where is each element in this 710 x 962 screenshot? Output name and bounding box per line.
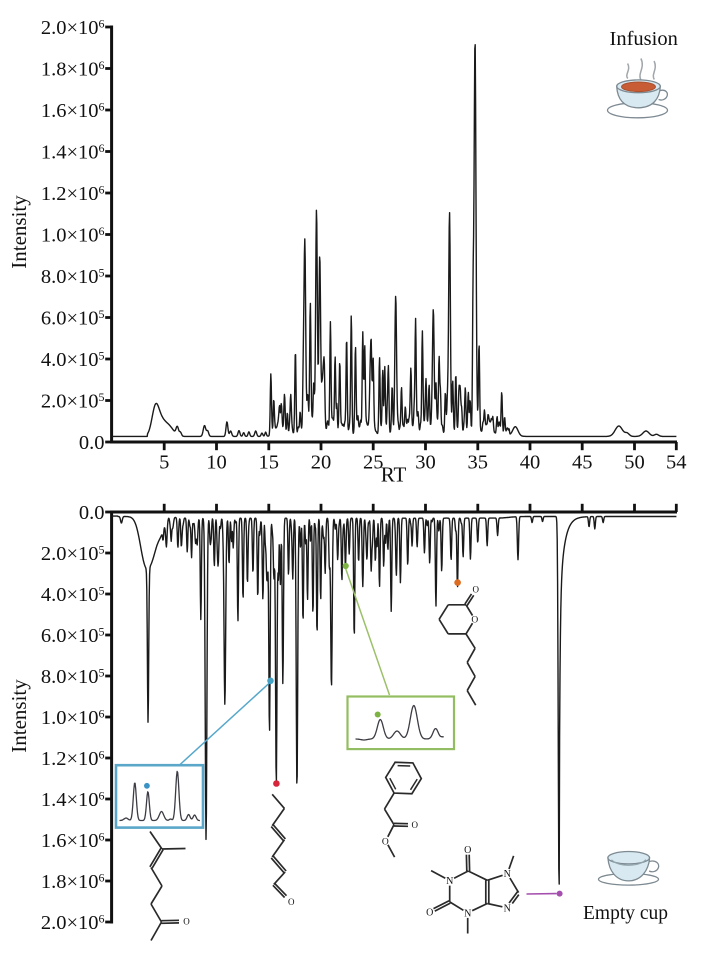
svg-text:2.0×106: 2.0×106 — [41, 17, 105, 40]
svg-text:1.6×106: 1.6×106 — [41, 830, 105, 853]
svg-text:N: N — [504, 903, 511, 914]
svg-text:8.0×105: 8.0×105 — [41, 266, 105, 289]
svg-text:6.0×105: 6.0×105 — [41, 307, 105, 330]
svg-text:6.0×105: 6.0×105 — [41, 625, 105, 648]
svg-text:1.4×106: 1.4×106 — [41, 789, 105, 812]
svg-text:N: N — [464, 908, 471, 919]
svg-text:35: 35 — [468, 452, 489, 474]
svg-text:O: O — [183, 917, 190, 927]
svg-text:5: 5 — [159, 452, 169, 474]
svg-text:Infusion: Infusion — [610, 28, 678, 50]
svg-text:RT: RT — [381, 463, 407, 487]
svg-text:54: 54 — [666, 452, 687, 474]
svg-text:40: 40 — [520, 452, 541, 474]
svg-text:1.8×106: 1.8×106 — [41, 871, 105, 894]
svg-text:O: O — [426, 908, 433, 919]
svg-text:O: O — [473, 584, 480, 594]
svg-text:1.2×106: 1.2×106 — [41, 748, 105, 771]
svg-text:1.2×106: 1.2×106 — [41, 183, 105, 206]
svg-text:20: 20 — [311, 452, 332, 474]
svg-text:1.4×106: 1.4×106 — [41, 141, 105, 164]
svg-text:N: N — [446, 876, 453, 887]
svg-text:O: O — [464, 845, 471, 856]
svg-text:1.6×106: 1.6×106 — [41, 100, 105, 123]
svg-text:1.8×106: 1.8×106 — [41, 58, 105, 81]
svg-text:2.0×105: 2.0×105 — [41, 543, 105, 566]
svg-text:10: 10 — [206, 452, 227, 474]
svg-text:1.0×106: 1.0×106 — [41, 224, 105, 247]
svg-text:30: 30 — [415, 452, 436, 474]
svg-text:0.0: 0.0 — [79, 432, 105, 454]
svg-text:50: 50 — [624, 452, 645, 474]
svg-text:15: 15 — [259, 452, 280, 474]
svg-text:Empty cup: Empty cup — [583, 903, 668, 924]
svg-text:O: O — [412, 820, 419, 830]
svg-text:O: O — [288, 897, 295, 907]
svg-text:8.0×105: 8.0×105 — [41, 666, 105, 689]
svg-text:45: 45 — [572, 452, 593, 474]
svg-text:4.0×105: 4.0×105 — [41, 584, 105, 607]
svg-text:2.0×106: 2.0×106 — [41, 912, 105, 935]
svg-text:4.0×105: 4.0×105 — [41, 349, 105, 372]
svg-text:Intensity: Intensity — [7, 195, 31, 269]
svg-text:2.0×105: 2.0×105 — [41, 390, 105, 413]
svg-text:Intensity: Intensity — [7, 679, 31, 753]
svg-text:N: N — [504, 869, 511, 880]
svg-text:1.0×106: 1.0×106 — [41, 707, 105, 730]
svg-text:0.0: 0.0 — [79, 502, 105, 524]
